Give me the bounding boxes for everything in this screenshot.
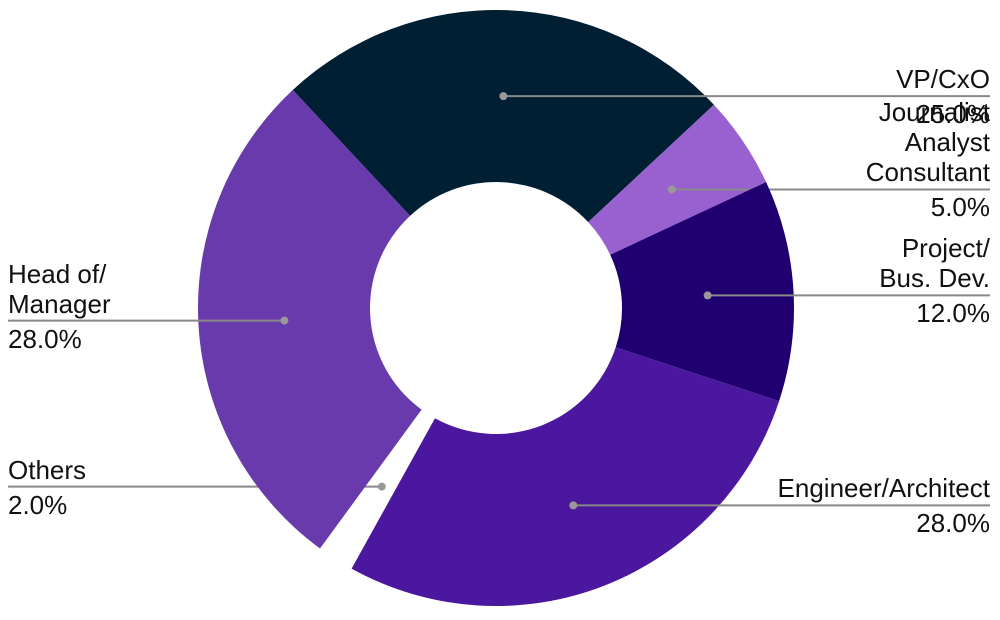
slice-label: Engineer/Architect	[777, 473, 990, 504]
slice	[198, 90, 422, 549]
value-label: 25.0%	[916, 99, 990, 130]
leader-dot	[280, 316, 289, 325]
value-label: 28.0%	[8, 323, 82, 354]
slice-label: VP/CxO	[896, 64, 990, 95]
leader-dot	[377, 482, 386, 491]
slice-label: Journalist Analyst Consultant	[865, 97, 990, 188]
slice	[292, 10, 714, 223]
value-label: 12.0%	[916, 298, 990, 329]
value-label: 2.0%	[8, 489, 68, 520]
slice	[351, 347, 780, 606]
slice-label: Head of/ Manager	[8, 258, 111, 319]
slice	[588, 104, 767, 255]
leader-dot	[703, 291, 712, 300]
value-label: 28.0%	[916, 508, 990, 539]
slice	[319, 409, 435, 569]
leader-dot	[667, 185, 676, 194]
leader-dot	[499, 92, 508, 101]
slice-label: Project/ Bus. Dev.	[879, 233, 990, 294]
value-label: 5.0%	[930, 192, 990, 223]
slice	[610, 182, 794, 402]
leader-dot	[569, 501, 578, 510]
slice-label: Others	[8, 454, 87, 485]
